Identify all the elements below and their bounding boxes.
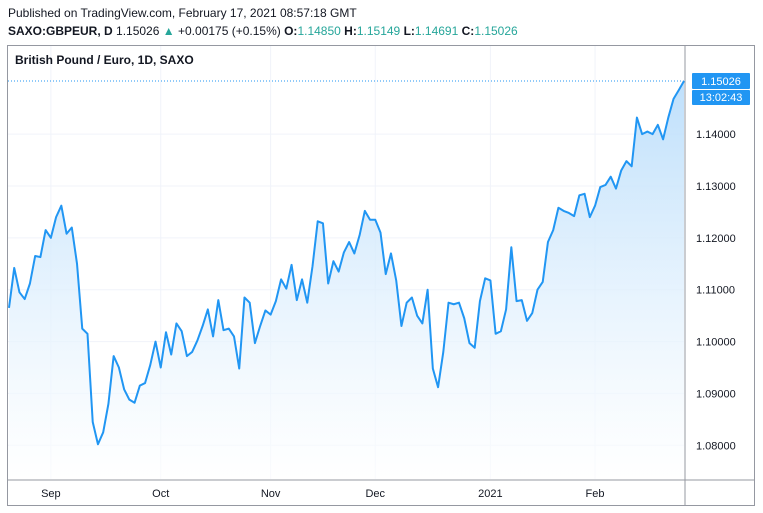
time-axis: Sep Oct Nov Dec 2021 Feb	[41, 488, 604, 500]
high-value: 1.15149	[356, 24, 401, 38]
published-line: Published on TradingView.com, February 1…	[8, 4, 518, 22]
chart-title: British Pound / Euro, 1D, SAXO	[15, 53, 194, 67]
ohlc-line: SAXO:GBPEUR, D 1.15026 ▲ +0.00175 (+0.15…	[8, 22, 518, 40]
y-tick-label: 1.14000	[696, 129, 736, 141]
x-tick-label: 2021	[478, 488, 502, 500]
published-text: Published on TradingView.com, February 1…	[8, 6, 357, 20]
countdown-badge	[692, 89, 750, 105]
y-tick-label: 1.13000	[696, 181, 736, 193]
last-price: 1.15026	[116, 24, 160, 38]
x-tick-label: Nov	[261, 488, 281, 500]
y-tick-label: 1.10000	[696, 337, 736, 349]
x-tick-label: Feb	[586, 488, 605, 500]
symbol-label: SAXO:GBPEUR, D	[8, 24, 113, 38]
y-tick-label: 1.12000	[696, 233, 736, 245]
x-tick-label: Oct	[152, 488, 169, 500]
last-price-badge	[692, 72, 750, 89]
countdown-badge-text: 13:02:43	[700, 92, 743, 104]
chart-header: Published on TradingView.com, February 1…	[8, 4, 518, 40]
y-tick-label: 1.09000	[696, 388, 736, 400]
high-label: H:	[344, 24, 357, 38]
price-area-fill	[9, 80, 684, 479]
x-tick-label: Dec	[365, 488, 385, 500]
y-tick-label: 1.08000	[696, 440, 736, 452]
price-series-line	[8, 80, 685, 446]
low-value: 1.14691	[414, 24, 459, 38]
y-tick-label: 1.11000	[696, 285, 735, 297]
open-label: O:	[284, 24, 298, 38]
open-value: 1.14850	[297, 24, 341, 38]
last-price-badge-text: 1.15026	[701, 76, 741, 88]
x-tick-label: Sep	[41, 488, 61, 500]
low-label: L:	[403, 24, 415, 38]
price-axis: 1.08000 1.09000 1.10000 1.11000 1.12000 1.130…	[696, 129, 736, 452]
close-label: C:	[461, 24, 475, 38]
price-change: +0.00175 (+0.15%)	[178, 24, 281, 38]
close-value: 1.15026	[474, 24, 518, 38]
up-arrow-icon: ▲	[162, 24, 175, 38]
